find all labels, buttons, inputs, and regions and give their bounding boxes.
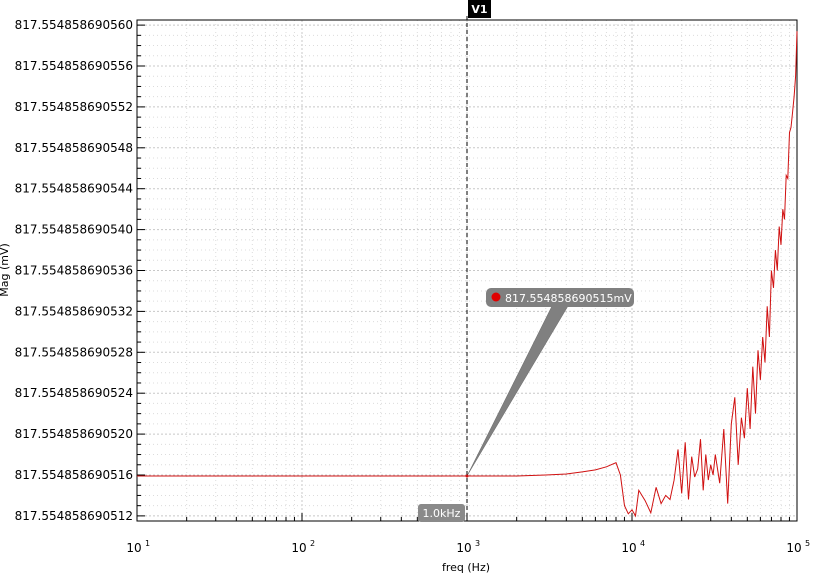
- grid: [136, 20, 797, 521]
- y-axis-title: Mag (mV): [0, 243, 11, 297]
- x-tick-label: 10: [456, 541, 471, 555]
- y-tick-label: 817.554858690548: [15, 141, 133, 155]
- callout-dot: [491, 292, 501, 302]
- y-tick-labels: 817.554858690512 817.554858690516 817.5548…: [15, 18, 133, 523]
- x-tick-exponent: 1: [145, 539, 150, 548]
- x-tick-label: 10: [126, 541, 141, 555]
- y-tick-label: 817.554858690556: [15, 59, 133, 73]
- x-tick-exponent: 4: [640, 539, 645, 548]
- y-tick-label: 817.554858690524: [15, 386, 133, 400]
- x-tick-exponent: 5: [805, 539, 810, 548]
- marker-x-tag[interactable]: [418, 504, 465, 522]
- y-tick-label: 817.554858690540: [15, 223, 133, 237]
- y-tick-label: 817.554858690532: [15, 304, 133, 318]
- series-line: [137, 31, 798, 518]
- y-tick-label: 817.554858690544: [15, 182, 133, 196]
- x-tick-labels: 10 1 10 2 10 3 10 4 10 5: [126, 539, 810, 555]
- y-tick-label: 817.554858690520: [15, 427, 133, 441]
- y-tick-label: 817.554858690560: [15, 18, 133, 32]
- series: [137, 31, 798, 518]
- x-axis-title: freq (Hz): [442, 561, 490, 574]
- marker[interactable]: V1 1.0kHz 817.554858690515mV: [418, 0, 634, 522]
- marker-intersection: [465, 474, 469, 478]
- x-tick-label: 10: [621, 541, 636, 555]
- y-tick-label: 817.554858690512: [15, 509, 133, 523]
- y-tick-label: 817.554858690536: [15, 264, 133, 278]
- x-tick-exponent: 3: [475, 539, 480, 548]
- marker-tag[interactable]: [468, 0, 491, 18]
- x-tick-exponent: 2: [310, 539, 315, 548]
- y-tick-label: 817.554858690528: [15, 345, 133, 359]
- y-tick-label: 817.554858690552: [15, 100, 133, 114]
- callout-box[interactable]: [486, 288, 634, 307]
- marker-x-label: 1.0kHz: [423, 507, 461, 520]
- marker-tag-label: V1: [471, 3, 487, 16]
- x-tick-label: 10: [786, 541, 801, 555]
- callout-readout: 817.554858690515mV: [505, 292, 632, 305]
- y-tick-label: 817.554858690516: [15, 468, 133, 482]
- x-tick-label: 10: [291, 541, 306, 555]
